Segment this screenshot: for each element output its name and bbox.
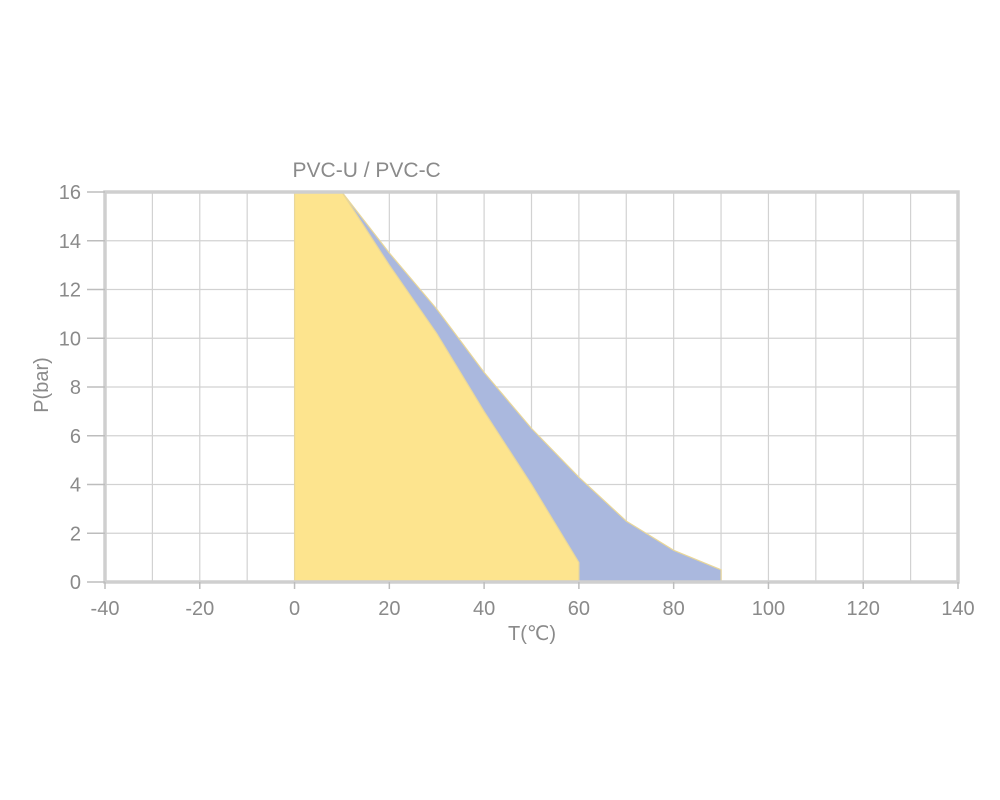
x-tick-label: 60 <box>568 598 590 620</box>
y-tick-label: 16 <box>59 182 81 204</box>
x-tick-label: 20 <box>378 598 400 620</box>
y-tick-label: 0 <box>70 572 81 594</box>
y-tick-label: 12 <box>59 280 81 302</box>
y-tick-label: 4 <box>70 475 81 497</box>
y-axis-title: P(bar) <box>31 357 53 413</box>
x-tick-label: -40 <box>91 598 120 620</box>
y-tick-label: 6 <box>70 426 81 448</box>
y-tick-label: 8 <box>70 377 81 399</box>
y-tick-label: 2 <box>70 523 81 545</box>
x-tick-label: 40 <box>473 598 495 620</box>
chart-title: PVC-U / PVC-C <box>293 159 441 182</box>
x-axis-title: T(℃) <box>508 623 556 645</box>
x-axis-ticks: -40 -20 0 20 40 60 80 100 120 140 <box>91 582 975 620</box>
x-tick-label: 0 <box>289 598 300 620</box>
x-tick-label: -20 <box>185 598 214 620</box>
y-tick-label: 14 <box>59 231 81 253</box>
y-tick-label: 10 <box>59 328 81 350</box>
x-tick-label: 120 <box>847 598 880 620</box>
x-tick-label: 140 <box>941 598 974 620</box>
x-tick-label: 80 <box>663 598 685 620</box>
y-axis-ticks: 0 2 4 6 8 10 12 14 16 <box>59 182 105 594</box>
x-tick-label: 100 <box>752 598 785 620</box>
